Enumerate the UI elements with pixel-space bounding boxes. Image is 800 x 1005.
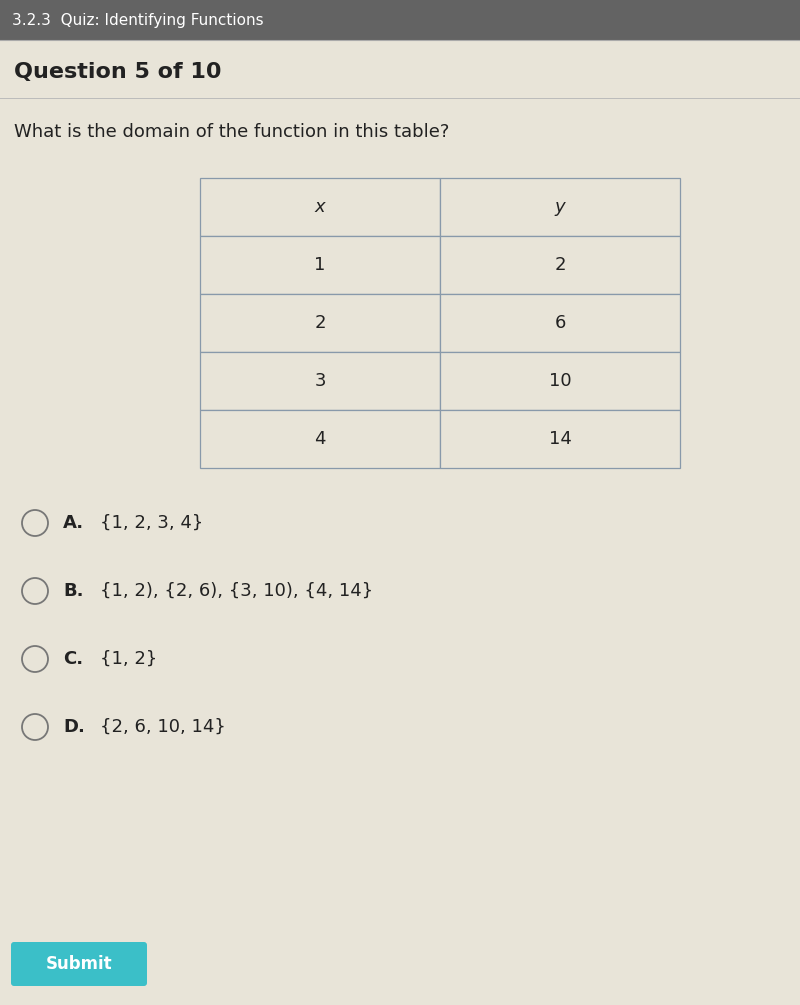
FancyBboxPatch shape — [440, 236, 680, 294]
FancyBboxPatch shape — [0, 40, 800, 1005]
Text: 3.2.3  Quiz: Identifying Functions: 3.2.3 Quiz: Identifying Functions — [12, 12, 264, 27]
FancyBboxPatch shape — [11, 942, 147, 986]
Text: {1, 2, 3, 4}: {1, 2, 3, 4} — [100, 514, 203, 532]
Text: A.: A. — [63, 514, 84, 532]
FancyBboxPatch shape — [200, 236, 440, 294]
Text: 3: 3 — [314, 372, 326, 390]
Text: Submit: Submit — [46, 955, 112, 973]
FancyBboxPatch shape — [440, 178, 680, 236]
Text: B.: B. — [63, 582, 83, 600]
FancyBboxPatch shape — [440, 410, 680, 468]
FancyBboxPatch shape — [200, 294, 440, 352]
Text: 14: 14 — [549, 430, 571, 448]
Text: 2: 2 — [554, 256, 566, 274]
Text: {1, 2}: {1, 2} — [100, 650, 158, 668]
Text: {2, 6, 10, 14}: {2, 6, 10, 14} — [100, 718, 226, 736]
Text: C.: C. — [63, 650, 83, 668]
Text: D.: D. — [63, 718, 85, 736]
Text: x: x — [314, 198, 326, 216]
Text: What is the domain of the function in this table?: What is the domain of the function in th… — [14, 123, 450, 141]
FancyBboxPatch shape — [200, 352, 440, 410]
FancyBboxPatch shape — [200, 410, 440, 468]
FancyBboxPatch shape — [200, 178, 440, 236]
FancyBboxPatch shape — [0, 0, 800, 40]
Text: {1, 2), {2, 6), {3, 10), {4, 14}: {1, 2), {2, 6), {3, 10), {4, 14} — [100, 582, 373, 600]
Text: Question 5 of 10: Question 5 of 10 — [14, 62, 222, 82]
FancyBboxPatch shape — [440, 352, 680, 410]
Text: y: y — [554, 198, 566, 216]
Text: 6: 6 — [554, 314, 566, 332]
Text: 2: 2 — [314, 314, 326, 332]
Text: 1: 1 — [314, 256, 326, 274]
Text: 4: 4 — [314, 430, 326, 448]
Text: 10: 10 — [549, 372, 571, 390]
FancyBboxPatch shape — [440, 294, 680, 352]
